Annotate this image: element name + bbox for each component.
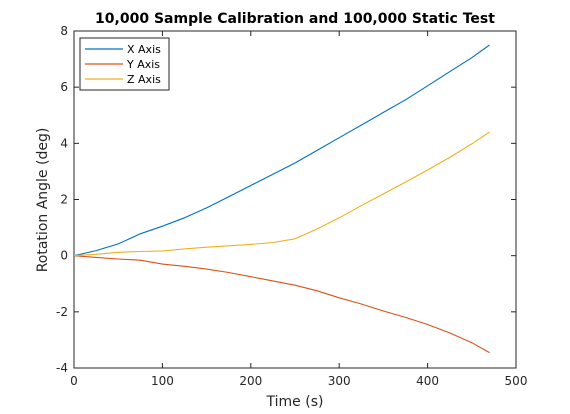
- chart-title: 10,000 Sample Calibration and 100,000 St…: [95, 11, 495, 27]
- legend-label: Y Axis: [126, 58, 160, 71]
- axis-ticks: 0 100 200 300 400 500 -4 -2 0 2 4 6 8: [56, 24, 527, 388]
- legend-label: X Axis: [127, 43, 161, 56]
- series-line-z-axis: [73, 131, 490, 257]
- y-tick-label: -4: [56, 361, 68, 375]
- y-tick-label: 8: [60, 24, 68, 38]
- series-line-y-axis: [73, 255, 490, 354]
- legend: X Axis Y Axis Z Axis: [79, 37, 170, 91]
- y-axis-label: Rotation Angle (deg): [35, 128, 51, 273]
- x-tick-label: 100: [151, 374, 174, 388]
- x-axis-label: Time (s): [266, 394, 324, 410]
- y-tick-label: 0: [60, 249, 68, 263]
- y-tick-label: 4: [60, 136, 68, 150]
- series-lines: [73, 44, 490, 354]
- x-tick-label: 500: [505, 374, 528, 388]
- x-tick-label: 0: [70, 374, 78, 388]
- x-tick-label: 300: [328, 374, 351, 388]
- legend-label: Z Axis: [127, 73, 161, 86]
- x-tick-label: 200: [239, 374, 262, 388]
- x-tick-label: 400: [416, 374, 439, 388]
- y-tick-label: 6: [60, 80, 68, 94]
- y-tick-label: 2: [60, 193, 68, 207]
- y-tick-label: -2: [56, 305, 68, 319]
- series-line-x-axis: [73, 44, 490, 257]
